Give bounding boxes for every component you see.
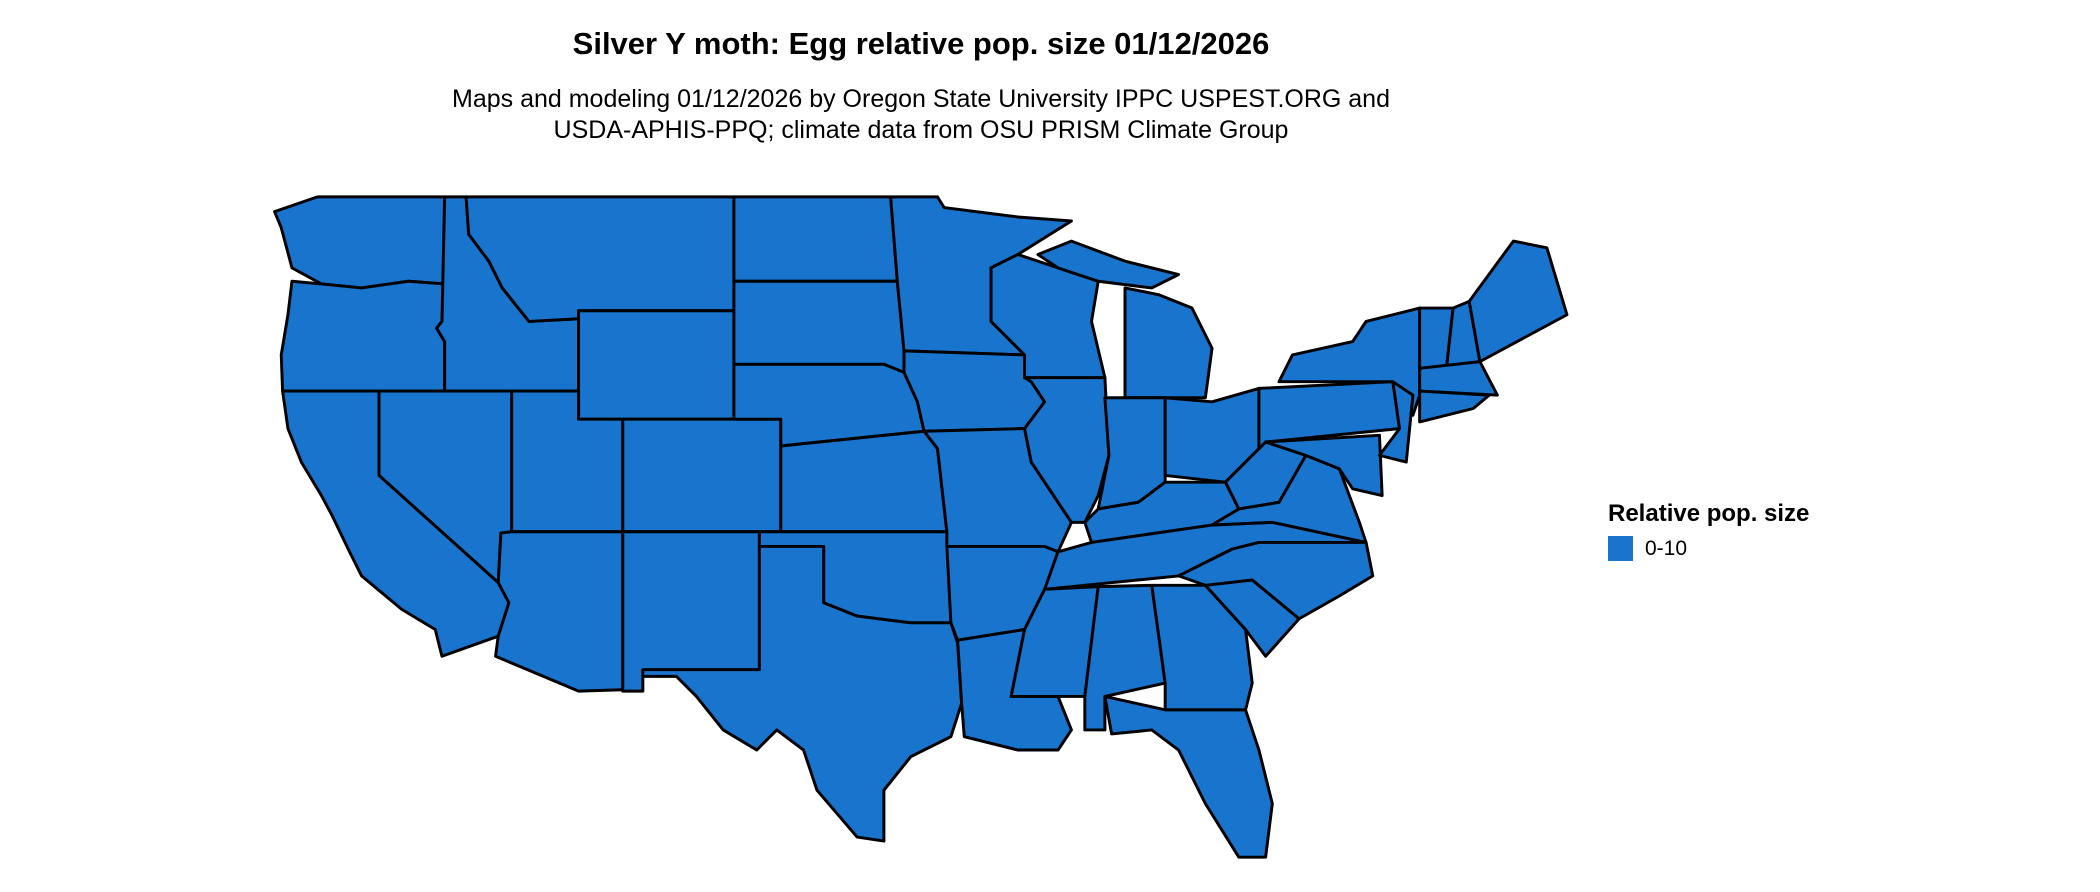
legend-item: 0-10	[1608, 536, 1809, 561]
state-or	[279, 279, 447, 393]
legend-title: Relative pop. size	[1608, 500, 1810, 527]
state-wi	[989, 253, 1107, 380]
state-me	[1467, 239, 1569, 364]
state-wa	[273, 195, 447, 290]
state-ma	[1418, 360, 1499, 397]
state-wy	[577, 309, 736, 421]
subtitle-line-2: USDA-APHIS-PPQ; climate data from OSU PR…	[553, 116, 1289, 144]
state-ks	[779, 429, 949, 534]
subtitle-line-1: Maps and modeling 01/12/2026 by Oregon S…	[452, 85, 1390, 113]
state-md	[1264, 433, 1384, 498]
state-nd	[732, 195, 899, 283]
state-sd	[732, 279, 906, 374]
state-nj	[1377, 380, 1415, 464]
legend-swatch	[1608, 536, 1633, 561]
map-title: Silver Y moth: Egg relative pop. size 01…	[572, 26, 1270, 61]
legend-label: 0-10	[1645, 536, 1688, 560]
state-ct	[1418, 389, 1491, 424]
state-ca	[281, 389, 511, 658]
legend: Relative pop. size 0-10	[1608, 500, 1809, 561]
map-subtitle: Maps and modeling 01/12/2026 by Oregon S…	[0, 84, 1842, 146]
state-co	[621, 417, 783, 534]
state-nc	[1177, 540, 1375, 621]
state-az	[494, 530, 625, 693]
state-fl	[1103, 694, 1274, 859]
state-miu	[1036, 239, 1181, 290]
state-nm	[621, 530, 761, 693]
state-mil	[1123, 286, 1214, 400]
state-tx	[641, 544, 964, 843]
